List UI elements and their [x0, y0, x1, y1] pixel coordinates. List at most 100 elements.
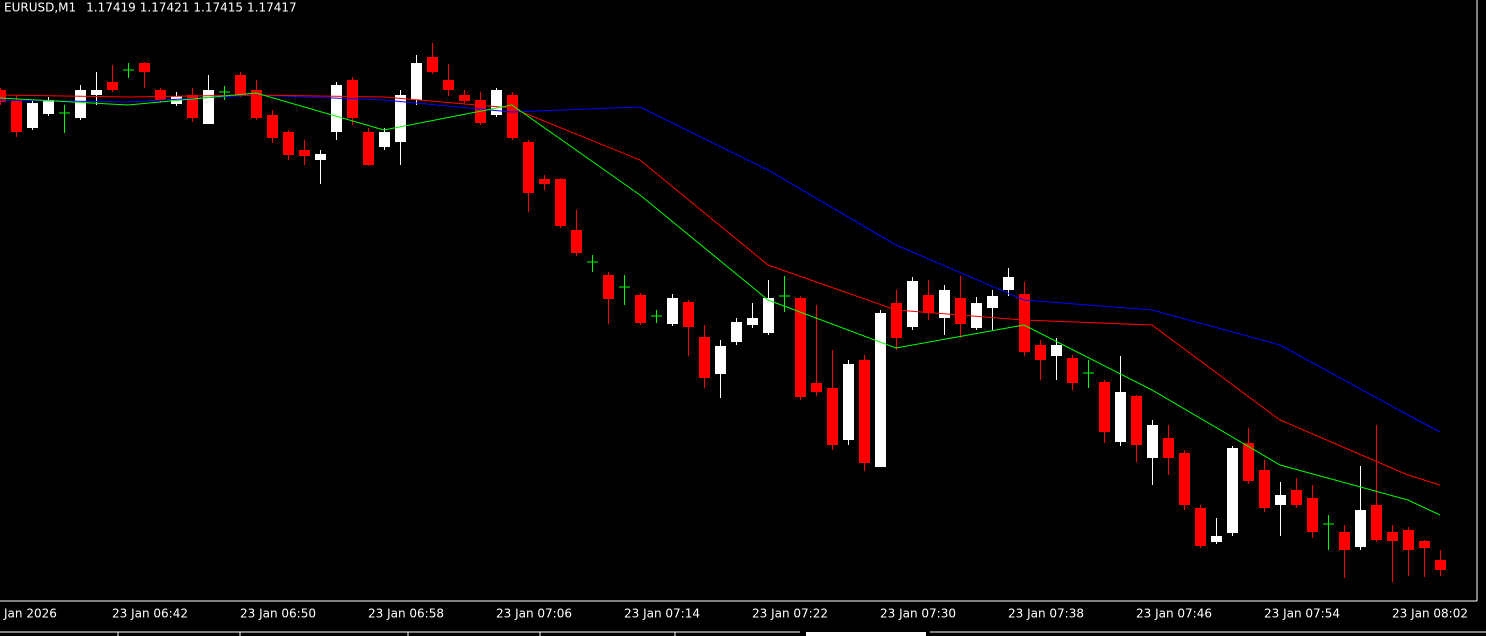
candle-body: [1387, 532, 1398, 541]
candle-body: [683, 302, 694, 327]
candle-body: [1211, 536, 1222, 542]
candle-body: [1259, 470, 1270, 508]
x-tick-label: 23 Jan 07:06: [496, 607, 572, 621]
candle-body: [1003, 277, 1014, 290]
candle-body: [1419, 541, 1430, 548]
candle-body: [75, 90, 86, 118]
candle-body: [395, 95, 406, 142]
candle-body: [571, 230, 582, 253]
candle-body: [107, 82, 118, 90]
candle-body: [859, 360, 870, 463]
moving-average: [0, 94, 1441, 486]
candle-body: [1275, 495, 1286, 505]
moving-average: [0, 92, 1441, 516]
candle-body: [1195, 508, 1206, 546]
candle-body: [411, 63, 422, 100]
candle-body: [155, 90, 166, 100]
header-value: 1.17419: [86, 1, 136, 15]
candle-body: [555, 179, 566, 226]
candle-body: [235, 75, 246, 95]
candle-body: [763, 298, 774, 333]
candle-body: [427, 57, 438, 72]
active-tab[interactable]: [806, 632, 926, 636]
candle-body: [1371, 505, 1382, 540]
candle-body: [187, 95, 198, 118]
candle-body: [139, 63, 150, 72]
candle-body: [715, 346, 726, 374]
x-tick-label: 23 Jan 07:54: [1264, 607, 1340, 621]
x-tick-label: 23 Jan 06:50: [240, 607, 316, 621]
candle-body: [1291, 490, 1302, 505]
header-value: 1.17417: [247, 1, 297, 15]
header-value: 1.17421: [140, 1, 190, 15]
candle-body: [1147, 425, 1158, 458]
candle-body: [1227, 448, 1238, 533]
candle-body: [43, 100, 54, 114]
candle-body: [699, 337, 710, 378]
candle-body: [667, 298, 678, 324]
candle-body: [987, 296, 998, 308]
x-tick-label: 23 Jan 07:22: [752, 607, 828, 621]
candle-body: [507, 95, 518, 138]
candle-body: [0, 90, 6, 102]
candle-body: [1019, 294, 1030, 352]
candle-body: [875, 313, 886, 467]
candle-body: [955, 298, 966, 324]
x-tick-label: 23 Jan 06:42: [112, 607, 188, 621]
tab-bar: [0, 631, 1486, 636]
candle-body: [203, 90, 214, 124]
chart-title: EURUSD,M1: [4, 1, 76, 15]
candle-body: [539, 179, 550, 184]
candle-body: [1163, 438, 1174, 458]
candle-body: [331, 85, 342, 132]
candle-body: [1403, 530, 1414, 550]
x-tick-label: 23 Jan 08:02: [1392, 607, 1468, 621]
candle-body: [907, 281, 918, 327]
candle-body: [603, 275, 614, 299]
candle-body: [491, 90, 502, 115]
candle-body: [315, 154, 326, 160]
candle-body: [827, 388, 838, 445]
candle-body: [363, 132, 374, 165]
candle-body: [251, 90, 262, 118]
header-value: 1.17415: [193, 1, 243, 15]
candle-body: [1067, 358, 1078, 383]
x-tick-label: 23 Jan 06:58: [368, 607, 444, 621]
candle-body: [1355, 510, 1366, 547]
candle-body: [747, 318, 758, 325]
candle-body: [283, 132, 294, 155]
candle-body: [267, 115, 278, 138]
x-tick-label: 23 Jan 07:38: [1008, 607, 1084, 621]
candle-body: [1035, 345, 1046, 360]
candle-body: [1307, 498, 1318, 532]
candle-body: [1051, 345, 1062, 356]
candle-body: [635, 295, 646, 323]
candle-body: [731, 322, 742, 342]
candle-body: [795, 298, 806, 397]
candle-body: [459, 95, 470, 101]
candle-body: [1179, 453, 1190, 505]
candle-body: [923, 295, 934, 313]
candle-body: [299, 150, 310, 156]
x-tick-label: 23 Jan 07:14: [624, 607, 700, 621]
candle-body: [11, 100, 22, 132]
candle-body: [379, 132, 390, 147]
candle-body: [27, 103, 38, 128]
x-tick-label: Jan 2026: [3, 607, 57, 621]
candle-body: [1435, 560, 1446, 570]
candle-body: [891, 303, 902, 338]
candle-body: [939, 290, 950, 318]
candle-body: [1339, 532, 1350, 550]
candle-body: [1099, 382, 1110, 432]
x-tick-label: 23 Jan 07:30: [880, 607, 956, 621]
candle-body: [971, 303, 982, 328]
candle-body: [811, 383, 822, 392]
candle-body: [523, 142, 534, 193]
candle-body: [1131, 396, 1142, 445]
candle-body: [843, 364, 854, 440]
candle-body: [1243, 443, 1254, 481]
candle-body: [443, 80, 454, 90]
